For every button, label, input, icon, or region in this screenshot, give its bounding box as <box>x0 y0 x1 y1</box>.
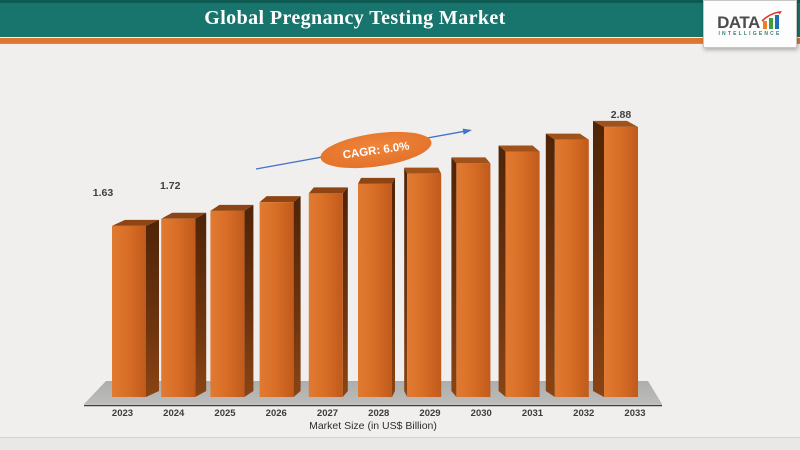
page-title: Global Pregnancy Testing Market <box>204 7 506 29</box>
bar-front-face <box>308 193 343 397</box>
bar-2033 <box>593 120 638 398</box>
x-tick-label: 2030 <box>471 408 492 419</box>
x-tick-label: 2027 <box>317 408 338 419</box>
x-tick-label: 2029 <box>419 408 440 419</box>
bar-side-face <box>404 167 408 397</box>
header-divider <box>0 37 800 38</box>
bar-front-face <box>456 163 491 397</box>
bar-side-face <box>593 120 604 398</box>
brand-logo: DATA INTELLIGENCE <box>703 0 797 48</box>
cagr-badge: CAGR: 6.0% <box>320 131 432 169</box>
bar-side-face <box>451 157 457 397</box>
bar-2024 <box>161 212 207 397</box>
bar-front-face <box>604 126 638 398</box>
x-tick-label: 2025 <box>214 408 236 419</box>
x-tick-label: 2026 <box>266 408 287 419</box>
bar-front-face <box>112 225 146 397</box>
bar-2023 <box>112 219 159 397</box>
bar-top-face <box>308 187 348 194</box>
header-banner <box>0 0 800 37</box>
x-tick-label: 2033 <box>624 408 645 419</box>
bar-front-face <box>407 173 442 397</box>
bar-2032 <box>545 133 589 398</box>
value-label: 2.88 <box>611 109 632 121</box>
bar-2030 <box>451 157 491 397</box>
bar-front-face <box>358 183 392 397</box>
bar-side-face <box>342 187 348 397</box>
bar-side-face <box>244 204 254 397</box>
header-orange-stripe <box>0 38 800 44</box>
bar-front-face <box>505 151 540 397</box>
bar-top-face <box>112 219 159 226</box>
bar-front-face <box>161 218 196 397</box>
x-tick-label: 2031 <box>522 408 544 419</box>
bar-2026 <box>259 196 301 397</box>
bar-top-face <box>161 212 207 219</box>
x-tick-label: 2032 <box>573 408 594 419</box>
bar-side-face <box>545 133 555 398</box>
x-axis-title: Market Size (in US$ Billion) <box>309 420 437 432</box>
bar-2028 <box>358 177 395 397</box>
bar-top-face <box>259 196 301 203</box>
value-label: 1.63 <box>93 187 114 199</box>
bar-front-face <box>210 210 245 397</box>
bar-2025 <box>210 204 254 397</box>
bar-front-face <box>554 139 589 398</box>
bar-side-face <box>146 219 159 397</box>
bar-side-face <box>498 145 506 397</box>
x-tick-label: 2023 <box>112 408 133 419</box>
bar-2029 <box>404 167 442 397</box>
bar-front-face <box>259 202 294 397</box>
bar-side-face <box>195 212 207 397</box>
bar-top-face <box>210 204 254 211</box>
bar-top-face <box>358 177 395 184</box>
bar-top-face <box>498 145 540 152</box>
logo-text: DATA <box>717 13 760 32</box>
logo-tagline: INTELLIGENCE <box>718 31 782 37</box>
bar-top-face <box>593 120 638 127</box>
bar-2027 <box>308 187 348 397</box>
bar-top-face <box>404 167 442 174</box>
bar-side-face <box>293 196 301 397</box>
x-tick-label: 2024 <box>163 408 185 419</box>
logo-bars-arrow-icon <box>761 11 782 29</box>
bar-side-face <box>392 177 395 397</box>
bottom-strip <box>0 437 800 450</box>
x-tick-label: 2028 <box>368 408 389 419</box>
value-label: 1.72 <box>160 180 181 192</box>
bar-top-face <box>451 157 491 164</box>
bar-2031 <box>498 145 540 397</box>
bar-top-face <box>545 133 589 140</box>
